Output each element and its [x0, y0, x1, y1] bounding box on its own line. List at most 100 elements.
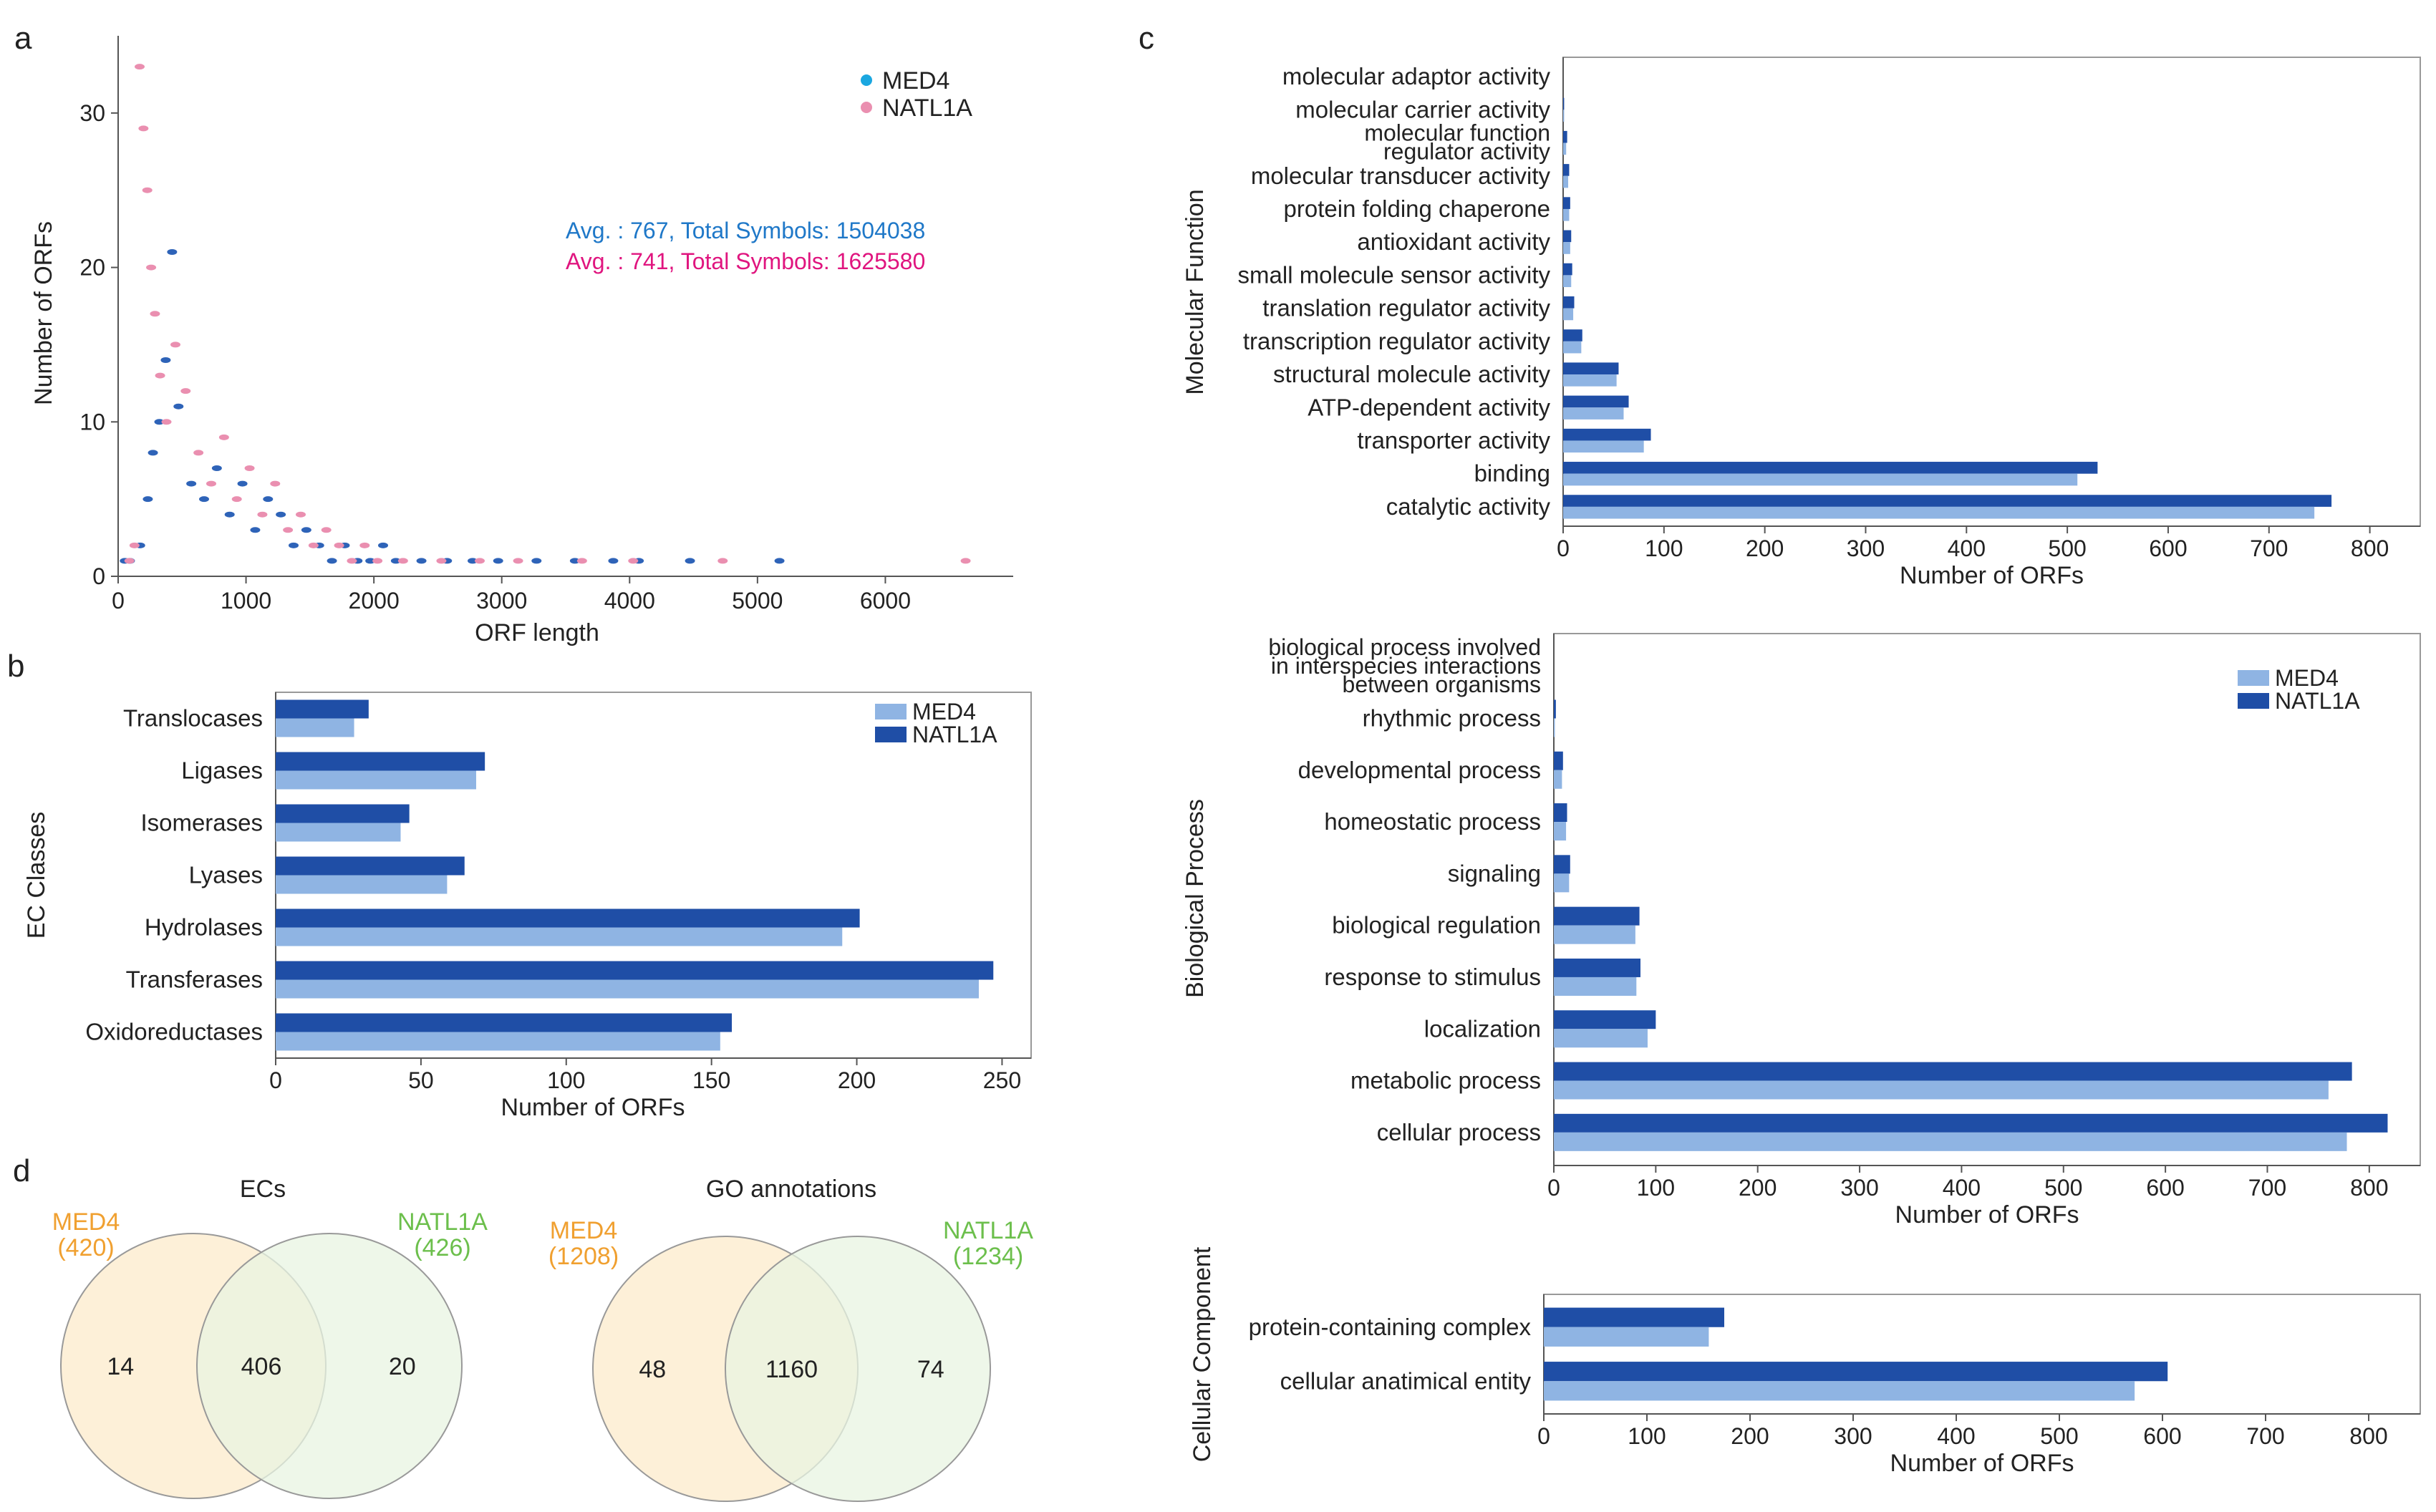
bar-med4 [1554, 873, 1570, 893]
scatter-point-med4 [569, 558, 580, 564]
scatter-point-natl1a [628, 558, 639, 564]
category-label: molecular adaptor activity [1282, 63, 1551, 89]
bar-natl1a [1563, 97, 1565, 110]
venn-set-name-med4: MED4 [52, 1208, 120, 1236]
category-label: protein-containing complex [1249, 1314, 1532, 1340]
scatter-point-natl1a [270, 480, 281, 487]
bar-natl1a [1554, 751, 1563, 770]
bar-natl1a [1554, 958, 1640, 977]
scatter-point-med4 [199, 496, 209, 503]
scatter-point-med4 [685, 558, 695, 564]
bar-med4 [276, 718, 354, 737]
scatter-point-natl1a [206, 480, 216, 487]
venn-count-overlap: 1160 [765, 1356, 818, 1383]
scatter-point-natl1a [960, 558, 971, 564]
scatter-point-natl1a [129, 542, 140, 548]
panel-label-d: d [13, 1153, 30, 1188]
scatter-point-natl1a [576, 558, 587, 564]
y-tick-label: 20 [79, 255, 105, 281]
legend-swatch-med4 [2238, 670, 2269, 686]
x-tick-label: 200 [1746, 536, 1784, 561]
scatter-point-natl1a [161, 419, 172, 425]
x-tick-label: 400 [1948, 536, 1986, 561]
venn-set-total-med4: (1208) [548, 1243, 619, 1270]
bar-natl1a [276, 856, 465, 876]
legend-label-med4: MED4 [2275, 665, 2339, 691]
category-label: rhythmic process [1363, 704, 1541, 731]
bar-natl1a [1563, 130, 1567, 143]
x-tick-label: 600 [2143, 1423, 2181, 1449]
scatter-point-med4 [608, 558, 619, 564]
venn-circle-natl1a [196, 1233, 463, 1499]
bar-natl1a [1563, 296, 1575, 309]
stats-annotation-natl1a: Avg. : 741, Total Symbols: 1625580 [566, 248, 925, 274]
category-label: binding [1474, 460, 1550, 487]
bar-natl1a [276, 961, 994, 980]
panel-label-a: a [14, 21, 32, 56]
scatter-point-natl1a [372, 558, 383, 564]
y-tick-label: 30 [79, 100, 105, 126]
scatter-point-med4 [173, 403, 184, 410]
x-tick-label: 50 [408, 1067, 434, 1093]
bar-natl1a [1563, 495, 2332, 507]
scatter-point-natl1a [283, 527, 294, 533]
scatter-point-natl1a [155, 372, 165, 379]
venn-title: ECs [240, 1176, 286, 1203]
scatter-point-natl1a [717, 558, 728, 564]
y-axis-title: Number of ORFs [30, 221, 57, 405]
x-tick-label: 200 [1731, 1423, 1769, 1449]
category-label: antioxidant activity [1357, 228, 1550, 255]
bar-natl1a [1563, 164, 1570, 176]
scatter-point-natl1a [257, 511, 268, 518]
bar-med4 [1563, 142, 1567, 155]
bar-med4 [1563, 440, 1644, 453]
x-tick-label: 200 [1739, 1175, 1777, 1201]
venn-set-name-med4: MED4 [550, 1217, 617, 1244]
venn-set-total-natl1a: (1234) [953, 1243, 1023, 1270]
bar-natl1a [1563, 362, 1619, 375]
y-tick-label: 10 [79, 409, 105, 435]
category-label: catalytic activity [1386, 493, 1551, 520]
bar-med4 [1554, 1132, 2347, 1151]
scatter-point-med4 [154, 419, 165, 425]
legend-swatch-natl1a [2238, 693, 2269, 709]
scatter-point-med4 [250, 527, 261, 533]
category-label: Translocases [123, 705, 263, 732]
scatter-point-med4 [531, 558, 542, 564]
x-tick-label: 700 [2250, 536, 2288, 561]
scatter-point-med4 [167, 249, 178, 255]
x-tick-label: 2000 [349, 588, 400, 614]
scatter-point-med4 [224, 511, 235, 518]
bar-natl1a [276, 699, 369, 719]
scatter-point-med4 [774, 558, 785, 564]
scatter-point-natl1a [193, 450, 204, 456]
scatter-point-natl1a [296, 511, 306, 518]
x-tick-label: 300 [1840, 1175, 1878, 1201]
venn-set-total-natl1a: (426) [414, 1234, 470, 1261]
bar-natl1a [1554, 803, 1567, 823]
bar-natl1a [1544, 1307, 1724, 1327]
category-label: biological regulation [1332, 912, 1541, 939]
x-tick-label: 500 [2048, 536, 2086, 561]
category-label: response to stimulus [1324, 964, 1541, 990]
x-tick-label: 700 [2248, 1175, 2286, 1201]
scatter-point-natl1a [218, 434, 229, 440]
scatter-point-med4 [276, 511, 286, 518]
scatter-point-med4 [142, 496, 153, 503]
x-tick-label: 100 [1628, 1423, 1666, 1449]
x-axis-title: Number of ORFs [501, 1094, 685, 1121]
bar-med4 [1554, 925, 1635, 944]
x-tick-label: 300 [1834, 1423, 1872, 1449]
bar-med4 [1563, 242, 1570, 254]
legend-label-med4: MED4 [912, 699, 976, 724]
bar-med4 [1554, 718, 1555, 737]
scatter-point-med4 [160, 357, 171, 363]
x-tick-label: 100 [1645, 536, 1683, 561]
scatter-point-med4 [148, 450, 158, 456]
x-tick-label: 0 [1547, 1175, 1560, 1201]
legend-label-natl1a: NATL1A [2275, 688, 2360, 714]
x-tick-label: 600 [2146, 1175, 2184, 1201]
x-tick-label: 800 [2349, 1423, 2387, 1449]
scatter-point-natl1a [170, 341, 180, 348]
